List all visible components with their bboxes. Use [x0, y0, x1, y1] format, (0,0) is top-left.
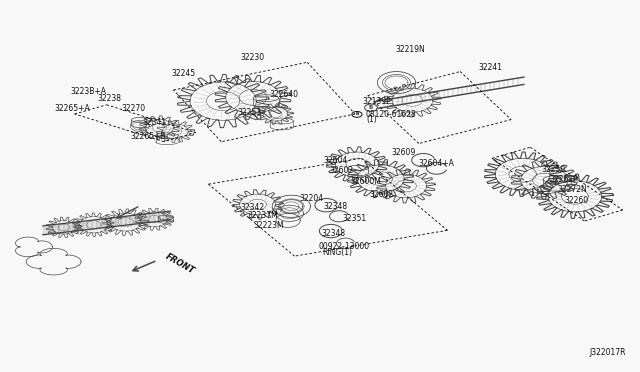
Text: 32342: 32342 [241, 202, 264, 212]
Text: B: B [369, 105, 373, 110]
Text: 00922-13000: 00922-13000 [318, 243, 369, 251]
Text: 08120-61628: 08120-61628 [365, 110, 416, 119]
Text: 32604: 32604 [323, 155, 348, 165]
Text: 32223M: 32223M [253, 221, 284, 230]
Text: 32260: 32260 [564, 196, 589, 205]
Text: 32238: 32238 [98, 94, 122, 103]
Text: 32204: 32204 [300, 195, 324, 203]
Text: 32139P: 32139P [363, 97, 392, 106]
Text: 32270: 32270 [121, 104, 145, 113]
Text: 32250: 32250 [541, 165, 566, 174]
Text: 32351: 32351 [342, 214, 367, 223]
Text: 322640: 322640 [269, 90, 298, 99]
Text: 32604+A: 32604+A [419, 158, 454, 168]
Text: 32265+A: 32265+A [54, 104, 90, 113]
Text: 32245: 32245 [172, 69, 196, 78]
Text: 32602: 32602 [369, 190, 393, 199]
Text: (1): (1) [366, 115, 376, 124]
Text: 32609: 32609 [392, 148, 415, 157]
Text: 32253: 32253 [237, 108, 261, 117]
Text: 32272N: 32272N [557, 185, 587, 194]
Text: FRONT: FRONT [164, 251, 196, 275]
Text: 32602: 32602 [330, 166, 354, 174]
Text: 32230: 32230 [241, 53, 264, 62]
Text: 32348: 32348 [321, 229, 346, 238]
Text: 32237M: 32237M [247, 211, 278, 220]
Text: J322017R: J322017R [589, 347, 626, 357]
Text: 3223B+A: 3223B+A [70, 87, 106, 96]
Text: 32219N: 32219N [395, 45, 425, 54]
Text: 32241: 32241 [478, 63, 502, 72]
Text: 32341: 32341 [143, 118, 167, 127]
Text: B: B [355, 112, 358, 116]
Text: 32348: 32348 [323, 202, 348, 211]
Text: RING(1): RING(1) [323, 248, 353, 257]
Text: 32262P: 32262P [549, 175, 578, 184]
Text: 32600M: 32600M [351, 177, 381, 186]
Text: 32265+B: 32265+B [130, 132, 166, 141]
